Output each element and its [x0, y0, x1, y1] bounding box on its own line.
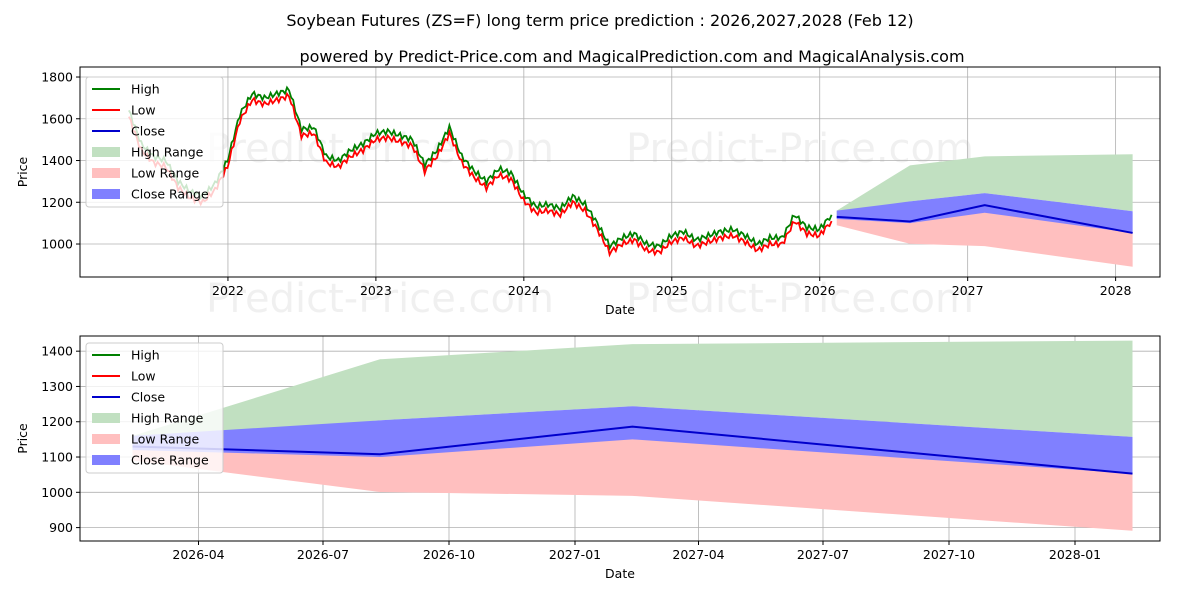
y-tick-label: 1000 [41, 237, 73, 252]
x-tick-label: 2028 [1100, 283, 1132, 298]
y-tick-label: 1000 [41, 485, 73, 500]
legend-label: High [131, 348, 160, 363]
low-line [128, 91, 833, 258]
legend-swatch-high-range [92, 147, 120, 157]
x-tick-label: 2025 [656, 283, 688, 298]
x-tick-label: 2023 [360, 283, 392, 298]
x-tick-label: 2027-01 [549, 547, 601, 562]
legend: High Low Close High Range Low Range Close Ran… [85, 76, 224, 208]
high-line [128, 85, 833, 252]
x-tick-label: 2026 [804, 283, 836, 298]
y-axis-label: Price [15, 423, 30, 454]
high-range-band [132, 340, 1133, 443]
x-tick-label: 2028-01 [1049, 547, 1101, 562]
high-range-band [836, 154, 1133, 215]
legend-swatch-low-range [92, 168, 120, 178]
history-chart: Predict-Price.com Predict-Price.com Predic… [15, 66, 1161, 322]
plot-frame [79, 335, 1161, 542]
legend-box [85, 76, 224, 208]
plot-frame [79, 66, 1161, 278]
legend-swatch-close-range [92, 455, 120, 465]
y-tick-label: 1400 [41, 344, 73, 359]
plot-area [128, 85, 1133, 267]
y-tick-label: 900 [49, 520, 73, 535]
x-tick-label: 2027-07 [797, 547, 849, 562]
x-tick-label: 2027 [952, 283, 984, 298]
x-tick-label: 2024 [508, 283, 540, 298]
x-axis-label: Date [605, 566, 635, 581]
legend-label: High Range [131, 145, 204, 160]
legend-label: Close [131, 124, 165, 139]
legend-label: Close [131, 390, 165, 405]
legend-label: High Range [131, 411, 204, 426]
legend-label: High [131, 82, 160, 97]
x-tick-label: 2027-04 [672, 547, 724, 562]
legend-label: Close Range [131, 187, 209, 202]
legend-box [85, 342, 224, 474]
y-axis-label: Price [15, 156, 30, 187]
x-tick-label: 2022 [212, 283, 244, 298]
watermark: Predict-Price.com [626, 126, 974, 172]
legend-label: Low Range [131, 432, 200, 447]
legend-swatch-close-range [92, 189, 120, 199]
legend-label: Low Range [131, 166, 200, 181]
legend-swatch-low-range [92, 434, 120, 444]
close-range-band [836, 193, 1133, 233]
chart-subtitle: powered by Predict-Price.com and Magical… [299, 47, 964, 66]
legend: High Low Close High Range Low Range Close Ran… [85, 342, 224, 474]
close-line [836, 204, 1133, 234]
plot-area [132, 340, 1133, 531]
x-axis-label: Date [605, 302, 635, 317]
legend-label: Close Range [131, 453, 209, 468]
y-tick-label: 1100 [41, 450, 73, 465]
watermark: Predict-Price.com [626, 276, 974, 322]
y-tick-label: 1400 [41, 153, 73, 168]
x-tick-label: 2027-10 [923, 547, 975, 562]
legend-label: Low [131, 369, 156, 384]
x-tick-label: 2026-07 [297, 547, 349, 562]
close-line [132, 425, 1133, 475]
legend-label: Low [131, 103, 156, 118]
y-tick-label: 1600 [41, 111, 73, 126]
watermark: Predict-Price.com [206, 276, 554, 322]
y-tick-label: 1200 [41, 414, 73, 429]
close-range-band [132, 406, 1133, 474]
y-tick-label: 1800 [41, 70, 73, 85]
y-tick-label: 1300 [41, 379, 73, 394]
chart-title: Soybean Futures (ZS=F) long term price p… [286, 11, 913, 30]
y-tick-label: 1200 [41, 195, 73, 210]
forecast-chart: Predict-Price.comPredict-Price.com2026-0… [15, 335, 1161, 581]
x-tick-label: 2026-10 [423, 547, 475, 562]
x-tick-label: 2026-04 [172, 547, 224, 562]
legend-swatch-high-range [92, 413, 120, 423]
